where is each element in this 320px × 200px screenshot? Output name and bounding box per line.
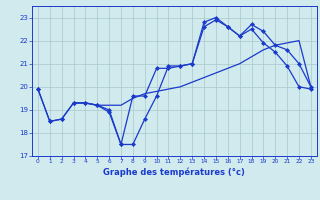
X-axis label: Graphe des températures (°c): Graphe des températures (°c) bbox=[103, 167, 245, 177]
